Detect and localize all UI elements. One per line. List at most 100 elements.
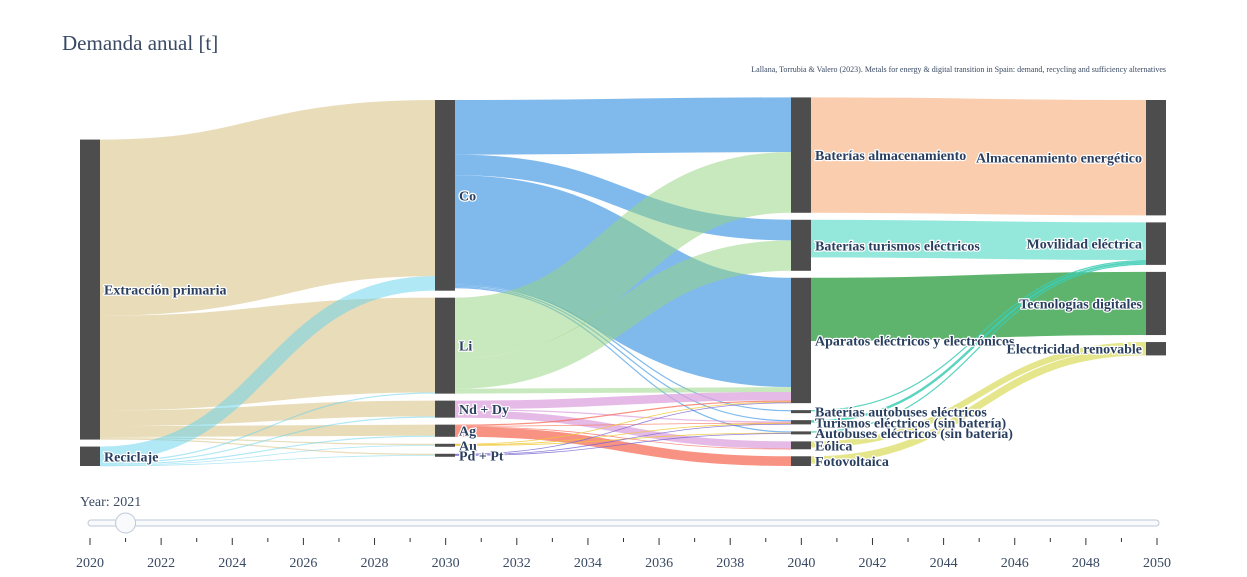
link-pdpt-to-bus_sin[interactable] [454,433,792,456]
link-reciclaje-to-ndpr[interactable] [99,416,436,464]
slider-handle[interactable] [115,512,137,534]
slider-tick-label: 2032 [503,556,531,571]
link-extraccion-to-co[interactable] [99,100,436,316]
link-ag-to-eolica[interactable] [454,426,792,450]
node-label-tecdig: Tecnologías digitales [1019,297,1142,312]
node-label-pdpt: Pd + Pt [459,449,504,464]
node-label-co: Co [459,189,476,204]
link-eolica-to-elecren[interactable] [810,342,1147,448]
node-label-bus_sin: Autobuses eléctricos (sin batería) [815,427,1013,442]
slider-current-label: Year: 2021 [80,495,141,510]
link-co-to-bat_alm[interactable] [454,97,792,155]
link-li-to-bat_tur[interactable] [454,240,792,389]
slider-tick-label: 2050 [1143,556,1171,571]
link-extraccion-to-ag[interactable] [99,424,436,438]
slider-tick-label: 2048 [1072,556,1100,571]
slider-tick-label: 2026 [289,556,317,571]
node-fotov[interactable] [791,456,811,466]
node-tecdig[interactable] [1146,271,1166,336]
slider-tick-label: 2028 [361,556,389,571]
link-li-to-aparatos[interactable] [454,387,792,394]
link-tur_sin-to-movil[interactable] [810,261,1147,423]
slider-tick-label: 2042 [858,556,886,571]
node-bus_sin[interactable] [791,431,811,435]
node-reciclaje[interactable] [80,446,100,466]
slider-tick-label: 2038 [716,556,744,571]
source-note: Lallana, Torrubia & Valero (2023). Metal… [751,65,1166,74]
node-tur_sin[interactable] [791,420,811,425]
slider-tick-label: 2046 [1001,556,1029,571]
link-li-to-bat_alm[interactable] [454,152,792,359]
node-label-bat_alm: Baterías almacenamiento [815,149,966,164]
node-pdpt[interactable] [435,453,455,457]
link-co-to-bat_tur[interactable] [454,154,792,241]
link-aparatos-to-tecdig[interactable] [810,271,1147,341]
link-extraccion-to-li[interactable] [99,297,436,411]
link-ag-to-tur_sin[interactable] [454,422,792,427]
link-pdpt-to-tur_sin[interactable] [454,423,792,456]
node-label-eolica: Eólica [815,439,852,454]
link-reciclaje-to-co[interactable] [99,276,436,462]
node-co[interactable] [435,100,455,291]
node-label-almac: Almacenamiento energético [976,152,1142,167]
slider-tick-label: 2022 [147,556,175,571]
link-bat_tur-to-movil[interactable] [810,219,1147,261]
link-bus_sin-to-movil[interactable] [810,263,1147,433]
node-li[interactable] [435,297,455,394]
link-au-to-tur_sin[interactable] [454,423,792,446]
link-bat_alm-to-almac[interactable] [810,97,1147,216]
link-ag-to-aparatos[interactable] [454,400,792,426]
slider-rail[interactable] [87,519,1160,527]
node-au[interactable] [435,443,455,447]
node-bat_bus[interactable] [791,410,811,414]
slider-tick-label: 2030 [432,556,460,571]
link-reciclaje-to-li[interactable] [99,392,436,463]
node-label-extraccion: Extracción primaria [104,284,226,299]
link-au-to-aparatos[interactable] [454,401,792,445]
link-ndpr-to-eolica[interactable] [454,410,792,449]
slider-tick-label: 2040 [787,556,815,571]
node-bat_alm[interactable] [791,97,811,213]
slider-tick-label: 2034 [574,556,602,571]
slider-tick-label: 2036 [645,556,673,571]
node-eolica[interactable] [791,441,811,450]
node-label-movil: Movilidad eléctrica [1027,238,1142,253]
node-aparatos[interactable] [791,277,811,404]
link-extraccion-to-ndpr[interactable] [99,400,436,427]
slider-tick-label: 2020 [76,556,104,571]
slider-ticks: 2020 2022 2024 2026 2028 2030 2032 2034 2036 2038… [76,538,1171,571]
node-ndpr[interactable] [435,400,455,418]
node-label-bat_tur: Baterías turismos eléctricos [815,239,980,254]
link-ndpr-to-tur_sin[interactable] [454,409,792,423]
sankey-links [99,97,1147,467]
node-elecren[interactable] [1146,342,1166,356]
node-label-au: Au [459,439,477,454]
slider-tick-label: 2044 [930,556,958,571]
link-fotov-to-elecren[interactable] [810,348,1147,464]
node-label-ag: Ag [459,425,476,440]
node-label-bat_bus: Baterías autobuses eléctricos [815,406,987,421]
link-ag-to-fotov[interactable] [454,427,792,467]
link-bat_bus-to-movil[interactable] [810,260,1147,412]
node-almac[interactable] [1146,100,1166,216]
year-slider[interactable]: Year: 2021 2020 2022 2024 2026 2028 2030 2032 2… [76,495,1171,571]
node-bat_tur[interactable] [791,219,811,271]
node-movil[interactable] [1146,222,1166,265]
node-extraccion[interactable] [80,139,100,440]
link-reciclaje-to-pdpt[interactable] [99,455,436,467]
link-extraccion-to-au[interactable] [99,437,436,446]
link-reciclaje-to-ag[interactable] [99,435,436,465]
node-label-ndpr: Nd + Dy [459,403,509,418]
node-label-fotov: Fotovoltaica [815,455,889,470]
link-reciclaje-to-au[interactable] [99,445,436,466]
link-ndpr-to-aparatos[interactable] [454,391,792,410]
slider-tick-label: 2024 [218,556,246,571]
node-label-reciclaje: Reciclaje [104,450,158,465]
node-label-aparatos: Aparatos eléctricos y electrónicos [815,334,1015,349]
node-label-li: Li [459,340,472,355]
link-pdpt-to-aparatos[interactable] [454,402,792,455]
sankey-node-labels: Extracción primaria Reciclaje Co Li Nd + Dy A… [103,148,1144,472]
sankey-nodes [80,97,1166,466]
node-ag[interactable] [435,424,455,437]
